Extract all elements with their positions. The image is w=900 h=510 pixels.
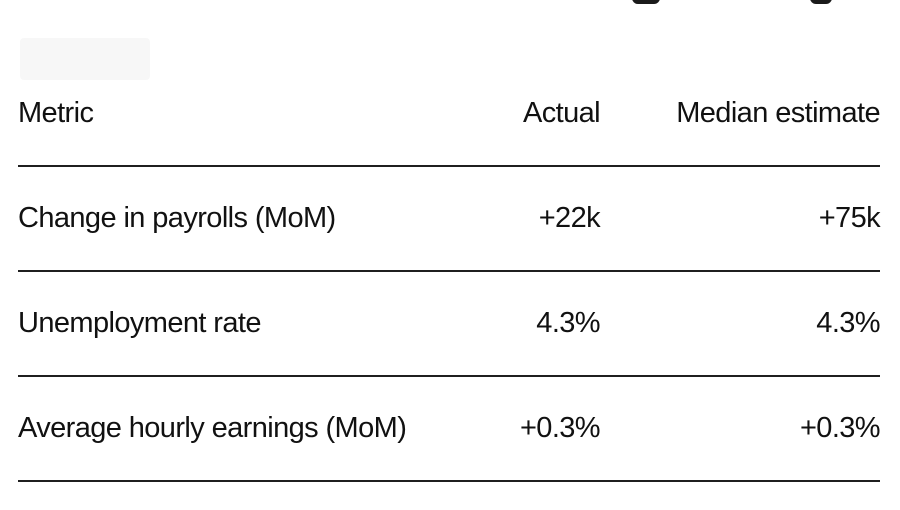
cropped-glyph: [810, 0, 832, 4]
median-estimate-cell: 4.3%: [600, 271, 881, 377]
economic-data-table: Metric Actual Median estimate Change in …: [18, 62, 881, 482]
table-row: Change in payrolls (MoM) +22k +75k: [18, 166, 881, 272]
cropped-glyph: [632, 0, 660, 4]
column-header-actual: Actual: [448, 62, 601, 167]
table-header-row: Metric Actual Median estimate: [18, 62, 881, 167]
actual-cell: +0.3%: [448, 376, 601, 482]
metric-cell: Unemployment rate: [18, 271, 448, 377]
median-estimate-cell: +0.3%: [600, 376, 881, 482]
metric-cell: Change in payrolls (MoM): [18, 166, 448, 272]
median-estimate-cell: +75k: [600, 166, 881, 272]
table-row: Unemployment rate 4.3% 4.3%: [18, 271, 881, 377]
actual-cell: +22k: [448, 166, 601, 272]
metric-cell: Average hourly earnings (MoM): [18, 376, 448, 482]
column-header-metric: Metric: [18, 62, 448, 167]
actual-cell: 4.3%: [448, 271, 601, 377]
cropped-title-fragment: [560, 0, 900, 8]
table-row: Average hourly earnings (MoM) +0.3% +0.3…: [18, 376, 881, 482]
column-header-median-estimate: Median estimate: [600, 62, 881, 167]
